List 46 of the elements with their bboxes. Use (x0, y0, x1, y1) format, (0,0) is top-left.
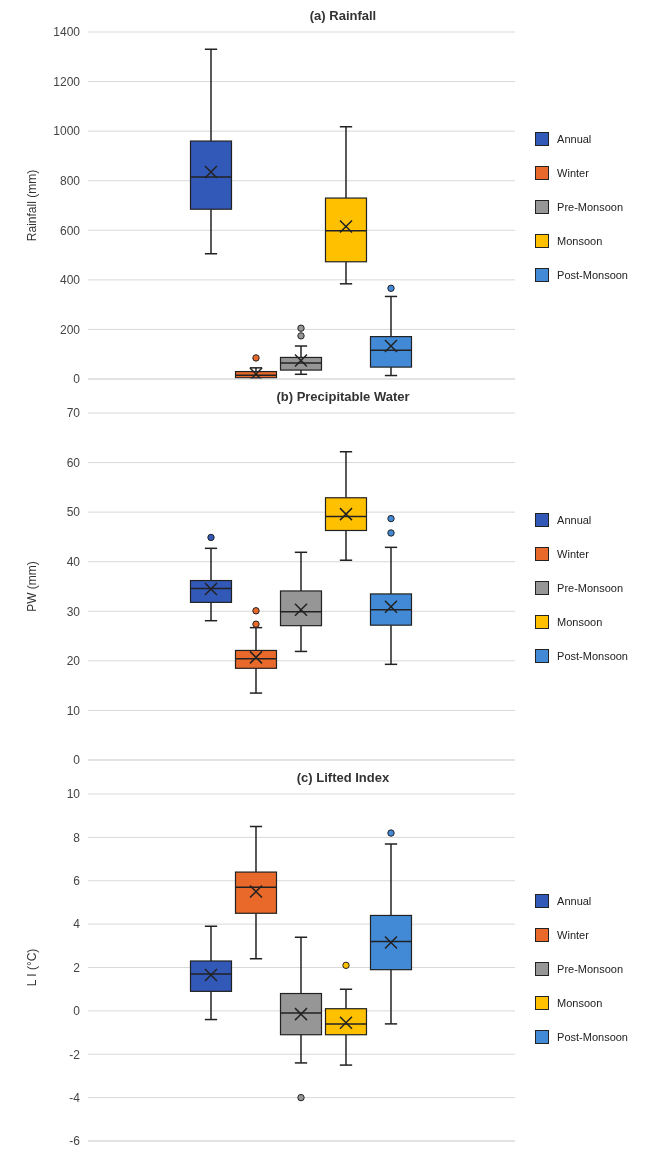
y-tick-label: 8 (73, 830, 81, 845)
chart-title: (b) Precipitable Water (275, 389, 411, 405)
y-tick-label: 4 (73, 917, 81, 932)
y-tick-label: -4 (69, 1090, 81, 1105)
y-axis-title: L I (°C) (25, 948, 40, 987)
y-tick-label: 1000 (53, 124, 81, 139)
chart-title: (c) Lifted Index (295, 770, 391, 786)
y-axis-title: PW (mm) (25, 561, 40, 612)
legend-label: Annual (557, 132, 592, 145)
y-tick-label: 30 (66, 604, 81, 619)
legend-label: Annual (557, 894, 592, 907)
legend-label: Monsoon (557, 234, 603, 247)
y-tick-label: 800 (59, 173, 81, 188)
y-tick-label: 0 (73, 753, 81, 768)
y-tick-label: 0 (73, 372, 81, 387)
y-tick-label: 1400 (53, 25, 81, 40)
legend-label: Pre-Monsoon (557, 200, 624, 213)
legend-label: Post-Monsoon (557, 268, 628, 281)
y-tick-label: 2 (73, 960, 81, 975)
chart-title: (a) Rainfall (308, 8, 378, 24)
y-axis-title: Rainfall (mm) (25, 169, 40, 242)
y-tick-label: -2 (69, 1047, 81, 1062)
y-tick-label: 6 (73, 874, 81, 889)
y-tick-label: 10 (66, 703, 81, 718)
y-tick-label: 10 (66, 787, 81, 802)
legend-label: Winter (557, 928, 589, 941)
y-tick-label: 200 (59, 322, 81, 337)
y-tick-label: 60 (66, 455, 81, 470)
y-tick-label: 0 (73, 1004, 81, 1019)
y-tick-label: 600 (59, 223, 81, 238)
legend-label: Post-Monsoon (557, 649, 628, 662)
y-tick-label: -6 (69, 1134, 81, 1149)
y-tick-label: 50 (66, 505, 81, 520)
legend-label: Pre-Monsoon (557, 962, 624, 975)
y-tick-label: 40 (66, 554, 81, 569)
legend-label: Post-Monsoon (557, 1030, 628, 1043)
y-tick-label: 400 (59, 273, 81, 288)
legend-label: Annual (557, 513, 592, 526)
legend-label: Monsoon (557, 615, 603, 628)
legend-label: Pre-Monsoon (557, 581, 624, 594)
y-tick-label: 1200 (53, 74, 81, 89)
y-tick-label: 70 (66, 406, 81, 421)
legend-label: Winter (557, 547, 589, 560)
y-tick-label: 20 (66, 654, 81, 669)
legend-label: Monsoon (557, 996, 603, 1009)
legend-label: Winter (557, 166, 589, 179)
